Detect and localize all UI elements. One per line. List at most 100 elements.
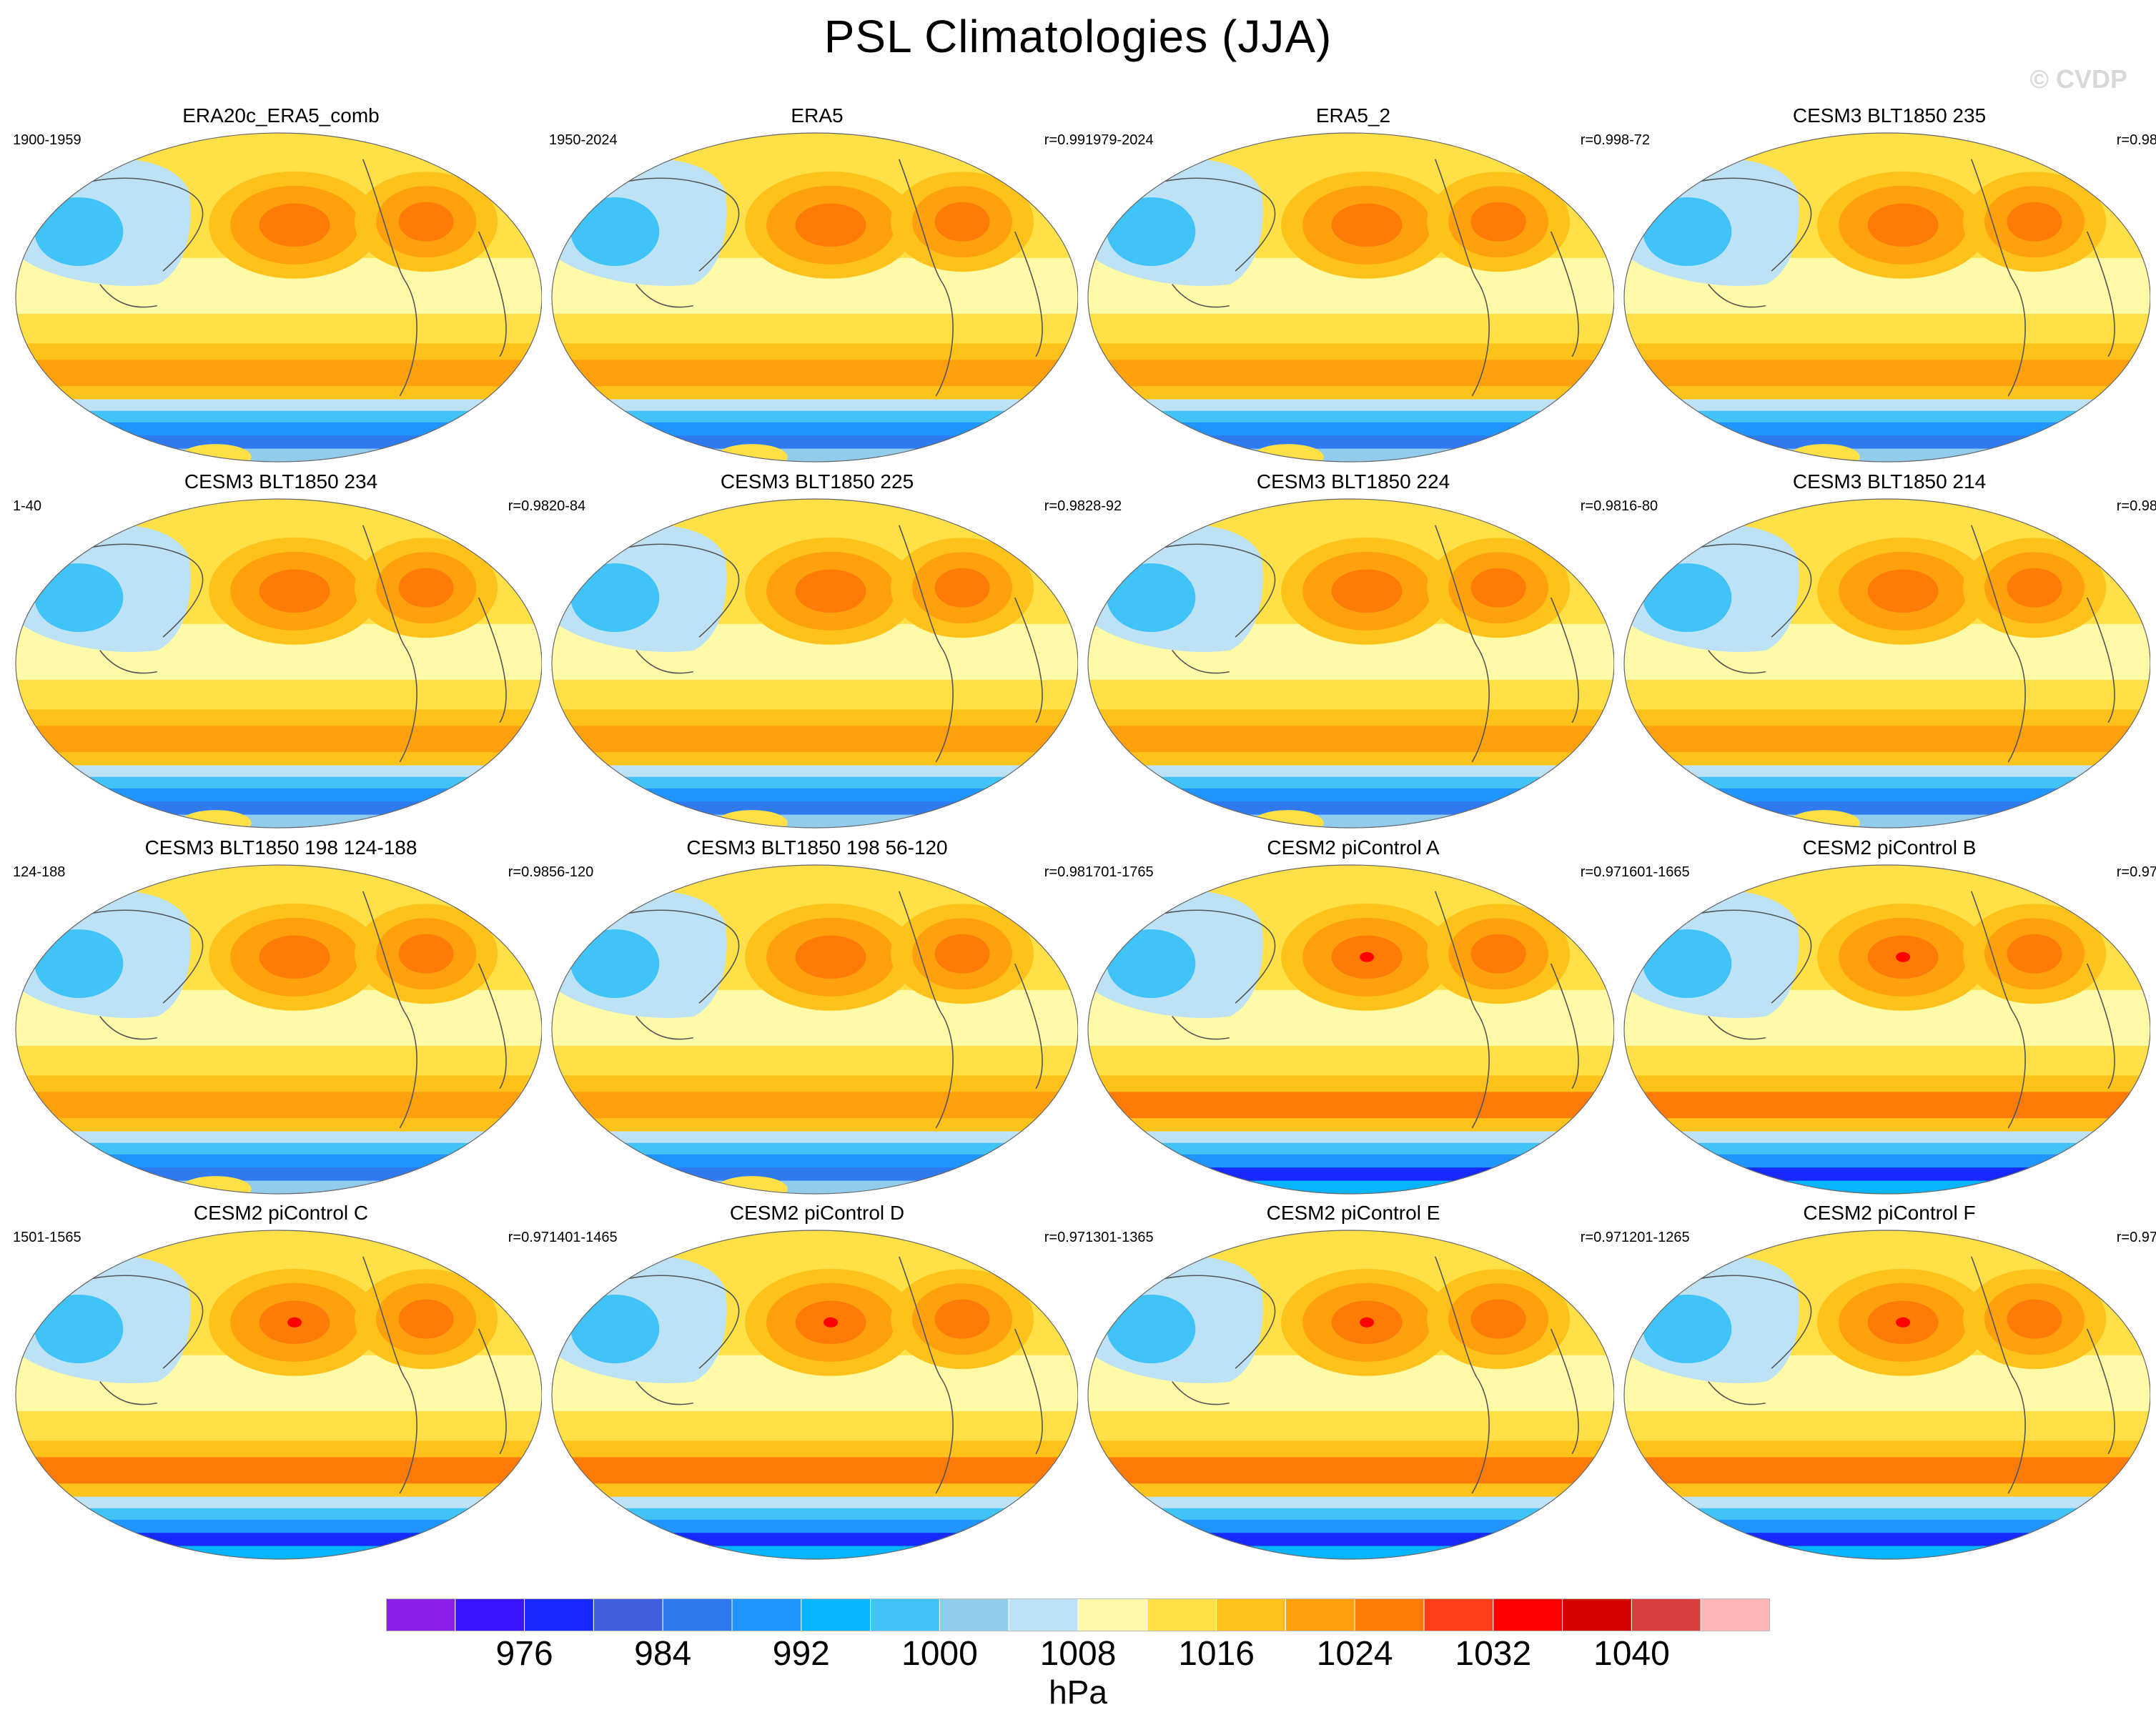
panel-correlation: r=0.98: [508, 864, 549, 880]
psl-map: [1087, 864, 1614, 1195]
psl-latitude-band: [16, 1180, 542, 1194]
colorbar-segment: [870, 1598, 940, 1632]
psl-latitude-band: [1624, 752, 2150, 766]
coastline: [2007, 646, 2026, 763]
psl-latitude-band: [552, 1092, 1078, 1119]
coastline: [1435, 159, 1478, 282]
psl-latitude-band: [1624, 709, 2150, 727]
colorbar-tick-label: 976: [495, 1635, 553, 1673]
asian-low-core: [1643, 929, 1732, 998]
panel-period: 28-92: [1085, 498, 1122, 514]
subtropical-high-core: [398, 568, 454, 608]
subtropical-high-core: [934, 202, 990, 242]
panel-period: 1601-1665: [1621, 864, 1690, 880]
colorbar-segment: [1562, 1598, 1632, 1632]
psl-latitude-band: [552, 422, 1078, 437]
map-border: [15, 498, 542, 829]
map-border: [1087, 864, 1614, 1195]
asian-low-core: [570, 929, 660, 998]
map-panel: CESM2 piControl D 1401-1465 r=0.97: [549, 1201, 1085, 1562]
colorbar-segment: [1423, 1598, 1494, 1632]
coastline: [899, 159, 942, 282]
psl-latitude-band: [552, 765, 1078, 778]
subtropical-high-core: [259, 569, 330, 613]
psl-latitude-band: [16, 1142, 542, 1155]
psl-latitude-band: [16, 1411, 542, 1442]
subtropical-high-core: [1867, 203, 1939, 247]
subtropical-high-core: [398, 202, 454, 242]
psl-latitude-band: [1088, 726, 1614, 753]
panel-title: CESM3 BLT1850 214: [1792, 470, 1987, 493]
map-panel: CESM2 piControl E 1301-1365 r=0.97: [1085, 1201, 1621, 1562]
coastline: [99, 284, 157, 308]
psl-latitude-band: [1088, 435, 1614, 450]
psl-latitude-band: [552, 360, 1078, 387]
asian-low-core: [1107, 929, 1196, 998]
panel-title: CESM3 BLT1850 235: [1792, 104, 1987, 127]
psl-latitude-band: [1088, 1154, 1614, 1169]
psl-latitude-band: [1088, 752, 1614, 766]
psl-map: [551, 498, 1078, 829]
coastline: [99, 1016, 157, 1040]
colorbar-tick-label: 1016: [1178, 1635, 1255, 1673]
coastline: [899, 891, 942, 1014]
coastline: [636, 1381, 693, 1405]
psl-latitude-band: [1088, 1519, 1614, 1534]
psl-latitude-band: [16, 422, 542, 437]
panel-title: CESM3 BLT1850 198 124-188: [144, 836, 417, 859]
psl-latitude-band: [16, 386, 542, 400]
colorbar-tick-label: 1032: [1455, 1635, 1532, 1673]
psl-latitude-band: [16, 435, 542, 450]
psl-latitude-band: [1624, 435, 2150, 450]
subtropical-high-center: [1896, 951, 1911, 962]
subtropical-high-core: [259, 203, 330, 247]
coastline: [362, 159, 406, 282]
asian-low-core: [570, 1295, 660, 1363]
asian-low-core: [570, 197, 660, 266]
psl-latitude-band: [1088, 680, 1614, 711]
colorbar: [386, 1598, 1770, 1632]
map-border: [1087, 1230, 1614, 1560]
colorbar-tick-label: 992: [772, 1635, 830, 1673]
map-border: [15, 1230, 542, 1560]
colorbar-segment: [731, 1598, 802, 1632]
psl-latitude-band: [16, 1046, 542, 1077]
map-border: [1623, 498, 2150, 829]
coastline: [478, 963, 507, 1089]
psl-latitude-band: [1088, 765, 1614, 778]
colorbar-segment: [1147, 1598, 1217, 1632]
coastline: [935, 646, 954, 763]
map-panel: ERA5_2 1979-2024 r=0.99: [1085, 104, 1621, 465]
colorbar-unit: hPa: [1049, 1674, 1107, 1711]
subtropical-high-core: [795, 569, 866, 613]
panel-title: CESM2 piControl D: [729, 1202, 905, 1224]
panel-period: 56-120: [549, 864, 594, 880]
map-panel: CESM3 BLT1850 234 1-40 r=0.98: [13, 470, 549, 831]
psl-latitude-band: [1088, 1180, 1614, 1194]
coastline: [1708, 1016, 1766, 1040]
subtropical-high-center: [824, 1317, 839, 1328]
psl-latitude-band: [1624, 410, 2150, 423]
colorbar-segment: [801, 1598, 871, 1632]
psl-latitude-band: [1624, 399, 2150, 412]
psl-latitude-band: [552, 814, 1078, 828]
subtropical-high-center: [1896, 1317, 1911, 1328]
psl-map: [551, 132, 1078, 463]
subtropical-high-core: [1867, 569, 1939, 613]
psl-latitude-band: [16, 752, 542, 766]
panel-period: 1-40: [13, 498, 42, 514]
subtropical-high-core: [1331, 569, 1403, 613]
psl-latitude-band: [1088, 1046, 1614, 1077]
coastline: [1435, 525, 1478, 648]
psl-map: [1087, 498, 1614, 829]
colorbar-segment: [1354, 1598, 1425, 1632]
panel-period: 1900-1959: [13, 132, 81, 148]
psl-latitude-band: [552, 1440, 1078, 1458]
map-border: [1623, 132, 2150, 463]
psl-latitude-band: [16, 360, 542, 387]
panel-period: 1501-1565: [13, 1230, 81, 1245]
psl-latitude-band: [1624, 360, 2150, 387]
coastline: [1708, 650, 1766, 674]
psl-latitude-band: [552, 1411, 1078, 1442]
panel-title: CESM3 BLT1850 198 56-120: [686, 836, 948, 859]
